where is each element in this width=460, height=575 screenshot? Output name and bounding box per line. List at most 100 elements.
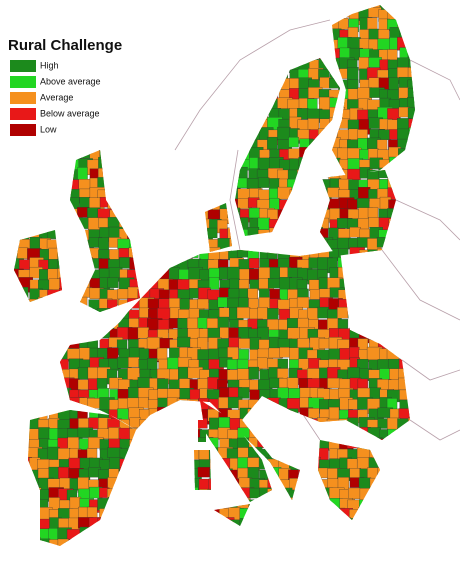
region xyxy=(77,167,88,181)
region xyxy=(128,49,141,62)
region xyxy=(19,509,35,523)
region xyxy=(347,37,361,50)
region xyxy=(440,89,454,103)
region xyxy=(19,18,31,33)
region xyxy=(169,78,180,90)
region xyxy=(208,189,225,204)
region xyxy=(349,318,362,333)
region xyxy=(119,177,133,189)
region xyxy=(448,368,459,383)
region xyxy=(0,239,10,253)
region xyxy=(18,189,32,201)
region xyxy=(447,140,458,152)
region xyxy=(319,5,330,8)
region xyxy=(127,229,141,240)
region xyxy=(279,217,294,231)
region xyxy=(267,438,283,453)
region xyxy=(439,58,451,69)
region xyxy=(48,367,59,383)
region xyxy=(177,437,192,452)
region xyxy=(367,249,381,263)
region xyxy=(148,527,159,543)
region xyxy=(17,498,28,513)
region xyxy=(126,57,142,73)
region xyxy=(437,438,448,451)
region xyxy=(118,548,130,562)
region xyxy=(109,568,123,575)
region xyxy=(138,228,153,244)
region xyxy=(430,68,444,78)
region xyxy=(277,209,290,220)
region xyxy=(418,68,430,81)
region xyxy=(258,399,274,410)
region xyxy=(158,177,170,193)
region xyxy=(427,557,442,572)
region xyxy=(238,137,250,150)
region xyxy=(14,509,22,524)
region xyxy=(369,489,384,501)
region xyxy=(137,206,152,218)
region xyxy=(187,168,202,183)
region xyxy=(299,429,312,441)
region xyxy=(447,279,460,290)
region xyxy=(378,458,391,469)
region xyxy=(388,218,404,233)
region xyxy=(438,259,452,271)
region xyxy=(77,137,93,154)
region xyxy=(437,317,449,328)
region xyxy=(0,438,12,452)
region xyxy=(109,148,124,162)
region xyxy=(447,550,460,561)
region xyxy=(38,5,52,14)
region xyxy=(369,198,381,209)
region xyxy=(259,47,271,63)
region xyxy=(377,467,388,478)
region xyxy=(227,207,240,219)
region xyxy=(218,39,232,54)
region xyxy=(208,247,221,262)
region xyxy=(418,9,428,22)
region xyxy=(298,157,313,170)
region xyxy=(120,567,132,575)
region xyxy=(348,267,362,283)
region xyxy=(157,238,174,252)
region xyxy=(408,437,415,450)
region xyxy=(270,570,283,575)
region xyxy=(108,427,121,440)
region xyxy=(259,519,276,531)
region xyxy=(368,517,382,533)
region xyxy=(209,167,220,181)
region xyxy=(406,349,415,364)
region xyxy=(128,216,139,233)
region xyxy=(139,279,150,291)
region xyxy=(399,307,414,320)
region xyxy=(267,528,283,541)
region xyxy=(14,518,22,530)
region xyxy=(427,38,437,49)
region xyxy=(440,528,451,543)
region xyxy=(308,498,323,511)
region xyxy=(58,239,73,253)
region xyxy=(407,247,415,258)
region xyxy=(429,419,442,433)
region xyxy=(159,549,171,561)
region xyxy=(308,189,322,205)
region xyxy=(78,329,89,342)
region xyxy=(10,557,24,571)
region xyxy=(136,137,153,152)
region xyxy=(430,507,443,517)
region xyxy=(14,379,23,394)
region xyxy=(219,17,232,29)
region xyxy=(88,9,101,23)
region xyxy=(168,427,183,438)
region xyxy=(258,77,273,91)
region xyxy=(108,167,122,182)
region xyxy=(148,448,165,461)
region xyxy=(170,547,184,559)
region xyxy=(279,199,293,210)
region xyxy=(388,538,403,546)
region xyxy=(438,39,450,49)
region xyxy=(59,319,72,334)
region xyxy=(198,157,214,173)
region xyxy=(440,329,454,343)
